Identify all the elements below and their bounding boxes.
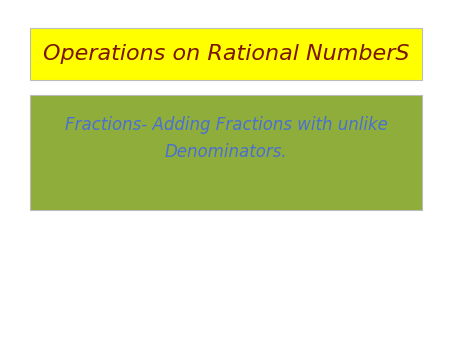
Text: Fractions- Adding Fractions with unlike
Denominators.: Fractions- Adding Fractions with unlike …	[64, 117, 387, 161]
Bar	[30, 95, 422, 210]
Text: Operations on Rational NumberS: Operations on Rational NumberS	[43, 44, 409, 64]
Bar	[30, 28, 422, 80]
